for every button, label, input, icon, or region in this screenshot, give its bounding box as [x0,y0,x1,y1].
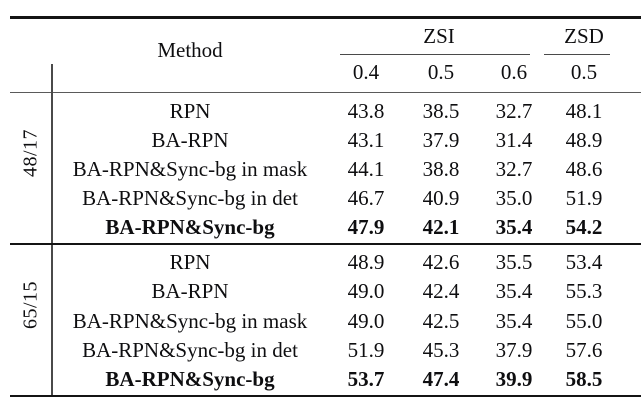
table-row: BA-RPN 49.0 42.4 35.4 55.3 [52,277,641,306]
zsd-0.5-value: 57.6 [565,338,603,363]
zsi-0.4-value: 43.8 [347,99,385,124]
group-label-cell: 65/15 [10,245,52,395]
method-cell: BA-RPN&Sync-bg in det [82,186,298,211]
zsi-0.4-value: 49.0 [347,279,385,304]
method-column-header: Method [157,37,223,62]
zsi-0.5-value: 45.3 [422,338,460,363]
zsi-0.5-value: 42.1 [422,215,460,240]
zsi-0.5-value: 42.4 [422,279,460,304]
zsd-threshold-0.5-header: 0.5 [570,60,598,84]
zsd-0.5-value: 48.9 [565,128,603,153]
table-row-best: BA-RPN&Sync-bg 53.7 47.4 39.9 58.5 [52,365,641,394]
method-cell: BA-RPN&Sync-bg in det [82,338,298,363]
zsi-0.6-value: 35.4 [495,308,533,333]
zsd-0.5-value: 48.6 [565,157,603,182]
zsi-group-header: ZSI [423,24,455,48]
method-cell: BA-RPN&Sync-bg [105,367,275,392]
zsi-threshold-0.5-header: 0.5 [427,60,455,84]
zsi-0.5-value: 38.5 [422,99,460,124]
zsi-0.5-value: 38.8 [422,157,460,182]
zsi-0.4-value: 53.7 [347,367,385,392]
table-row: RPN 43.8 38.5 32.7 48.1 [52,97,641,126]
zsi-0.5-value: 37.9 [422,128,460,153]
group-label-cell: 48/17 [10,94,52,243]
zsd-cmidrule [544,53,610,56]
group-rows: RPN 43.8 38.5 32.7 48.1 BA-RPN 43.1 37.9… [52,94,641,243]
group-split-label: 65/15 [19,280,42,329]
zsi-0.6-value: 35.5 [495,250,533,275]
zsd-0.5-value: 54.2 [565,215,603,240]
method-cell: BA-RPN&Sync-bg [105,215,275,240]
group-48-17: 48/17 RPN 43.8 38.5 32.7 48.1 BA-RPN 43.… [10,94,641,243]
zsi-cmidrule [340,53,530,56]
zsi-0.6-value: 35.4 [495,215,533,240]
method-cell: BA-RPN&Sync-bg in mask [72,308,308,333]
zsi-0.4-value: 44.1 [347,157,385,182]
zsi-threshold-0.4-header: 0.4 [352,60,380,84]
zsi-0.4-value: 49.0 [347,308,385,333]
zsd-0.5-value: 48.1 [565,99,603,124]
zsi-0.4-value: 47.9 [347,215,385,240]
table-row-best: BA-RPN&Sync-bg 47.9 42.1 35.4 54.2 [52,213,641,242]
method-cell: RPN [169,99,211,124]
zsi-0.5-value: 42.5 [422,308,460,333]
group-65-15: 65/15 RPN 48.9 42.6 35.5 53.4 BA-RPN 49.… [10,245,641,395]
method-cell: BA-RPN&Sync-bg in mask [72,157,308,182]
group-rows: RPN 48.9 42.6 35.5 53.4 BA-RPN 49.0 42.4… [52,245,641,395]
header-separator-rule [10,91,641,94]
zsi-0.6-value: 37.9 [495,338,533,363]
group-split-label: 48/17 [19,129,42,178]
zsi-0.5-value: 40.9 [422,186,460,211]
zsd-0.5-value: 55.0 [565,308,603,333]
zsi-0.6-value: 32.7 [495,157,533,182]
zsi-0.5-value: 42.6 [422,250,460,275]
group-label-divider-line [51,64,53,395]
zsi-threshold-0.6-header: 0.6 [500,60,528,84]
table-row: BA-RPN&Sync-bg in det 51.9 45.3 37.9 57.… [52,336,641,365]
zsd-group-header: ZSD [564,24,604,48]
method-cell: BA-RPN [151,128,229,153]
table-row: RPN 48.9 42.6 35.5 53.4 [52,248,641,277]
zsi-0.5-value: 47.4 [422,367,460,392]
table-row: BA-RPN&Sync-bg in det 46.7 40.9 35.0 51.… [52,184,641,213]
table-row: BA-RPN&Sync-bg in mask 49.0 42.5 35.4 55… [52,307,641,336]
zsd-0.5-value: 58.5 [565,367,603,392]
zsi-0.4-value: 46.7 [347,186,385,211]
zsi-0.6-value: 35.0 [495,186,533,211]
zsd-0.5-value: 51.9 [565,186,603,211]
zsd-0.5-value: 55.3 [565,279,603,304]
group-divider-rule [10,242,641,245]
zsi-0.6-value: 35.4 [495,279,533,304]
zsd-0.5-value: 53.4 [565,250,603,275]
table-row: BA-RPN 43.1 37.9 31.4 48.9 [52,126,641,155]
method-cell: RPN [169,250,211,275]
zsi-0.6-value: 32.7 [495,99,533,124]
results-table: Method ZSI ZSD 0.4 0.5 0.6 0.5 48/17 RPN… [10,0,641,410]
zsi-0.4-value: 51.9 [347,338,385,363]
table-row: BA-RPN&Sync-bg in mask 44.1 38.8 32.7 48… [52,155,641,184]
zsi-0.6-value: 39.9 [495,367,533,392]
method-cell: BA-RPN [151,279,229,304]
zsi-0.4-value: 43.1 [347,128,385,153]
top-rule [10,16,641,19]
zsi-0.6-value: 31.4 [495,128,533,153]
bottom-rule [10,394,641,397]
zsi-0.4-value: 48.9 [347,250,385,275]
